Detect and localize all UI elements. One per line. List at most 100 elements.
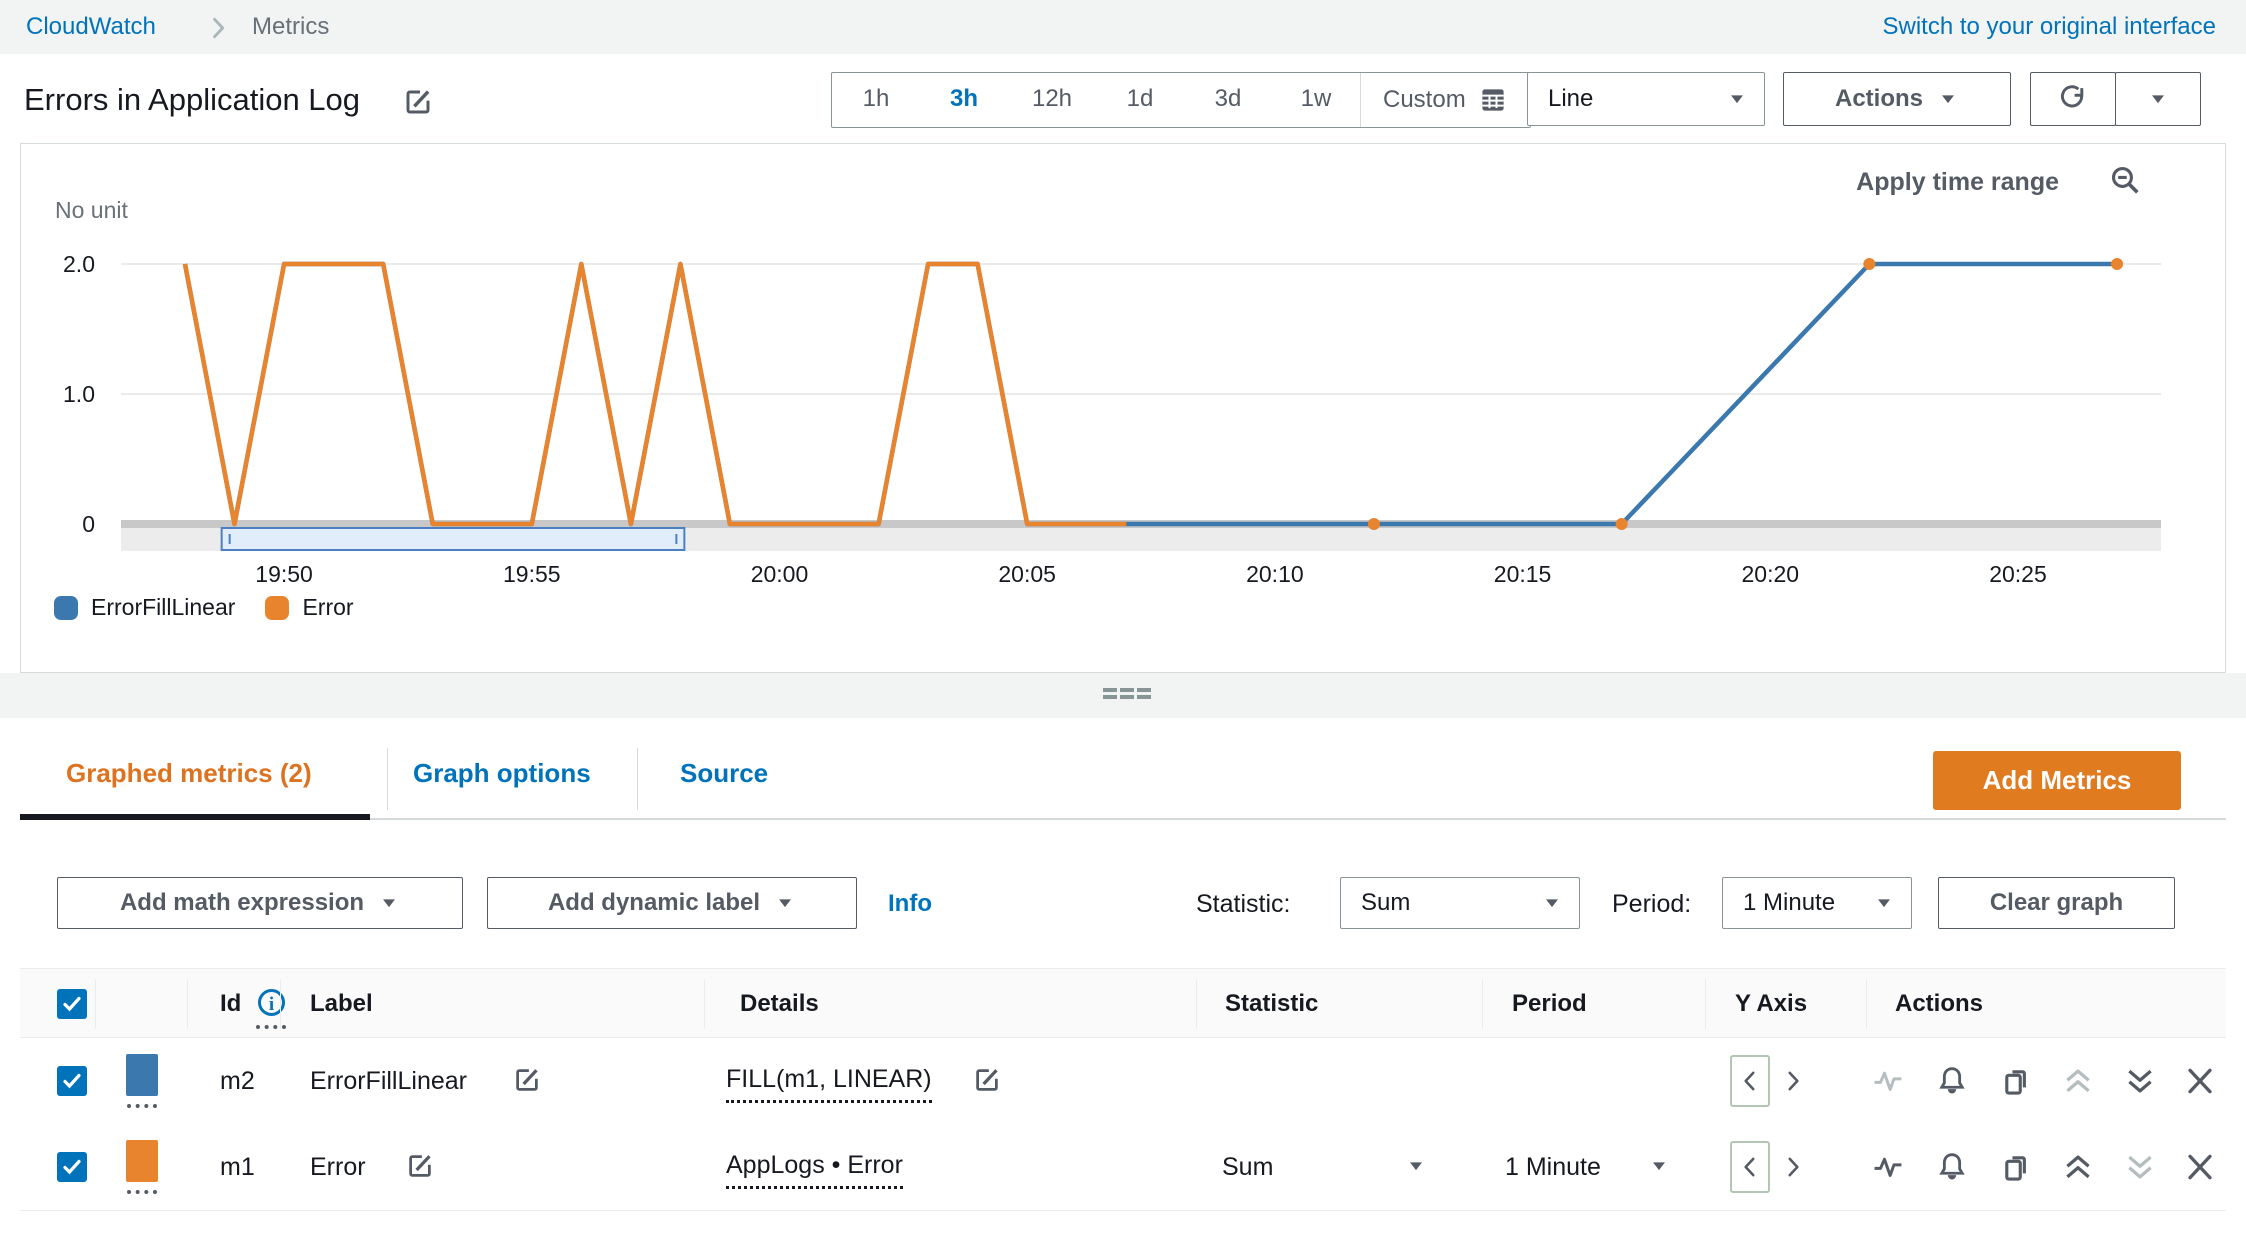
caret-down-icon <box>1873 892 1895 914</box>
metric-id: m1 <box>220 1153 255 1181</box>
refresh-icon <box>2057 83 2089 115</box>
caret-down-icon <box>2147 88 2169 110</box>
custom-label: Custom <box>1383 86 1466 113</box>
yaxis-left-button[interactable] <box>1730 1141 1770 1193</box>
statistic-select[interactable]: Sum <box>1340 877 1580 929</box>
graph-type-value: Line <box>1548 85 1594 112</box>
breadcrumb-metrics: Metrics <box>252 13 330 40</box>
y-axis-unit-label: No unit <box>55 197 128 223</box>
svg-text:19:55: 19:55 <box>503 561 561 587</box>
chart-legend: ErrorFillLinear Error <box>54 594 354 621</box>
panel-divider <box>0 673 2246 718</box>
yaxis-right-button[interactable] <box>1776 1141 1810 1193</box>
time-range-group: 1h 3h 12h 1d 3d 1w Custom <box>831 72 1531 128</box>
range-1d[interactable]: 1d <box>1126 85 1154 112</box>
col-header-details: Details <box>740 990 819 1017</box>
swatch-dotted-underline <box>127 1190 157 1194</box>
range-12h[interactable]: 12h <box>1031 85 1073 112</box>
edit-title-icon[interactable] <box>402 86 434 118</box>
legend-label: ErrorFillLinear <box>91 594 236 620</box>
svg-text:20:20: 20:20 <box>1741 561 1799 587</box>
metric-details[interactable]: FILL(m1, LINEAR) <box>726 1064 932 1103</box>
edit-label-icon[interactable] <box>512 1065 542 1095</box>
period-value: 1 Minute <box>1743 889 1836 916</box>
swatch-dotted-underline <box>127 1104 157 1108</box>
yaxis-left-button[interactable] <box>1730 1055 1770 1107</box>
refresh-button[interactable] <box>2030 72 2116 126</box>
range-3d[interactable]: 3d <box>1214 85 1242 112</box>
color-swatch[interactable] <box>126 1054 158 1096</box>
caret-down-icon[interactable] <box>1648 1155 1670 1177</box>
row-period-value[interactable]: 1 Minute <box>1505 1153 1601 1181</box>
caret-down-icon <box>1726 88 1748 110</box>
move-down-icon[interactable] <box>2123 1064 2157 1098</box>
caret-down-icon <box>378 892 400 914</box>
legend-label: Error <box>302 594 354 620</box>
row-checkbox[interactable] <box>57 1152 87 1182</box>
col-header-id: Id <box>220 990 242 1017</box>
range-1h[interactable]: 1h <box>862 85 890 112</box>
switch-interface-link[interactable]: Switch to your original interface <box>1882 13 2217 40</box>
check-icon <box>60 1069 84 1093</box>
breadcrumb-cloudwatch[interactable]: CloudWatch <box>26 13 156 40</box>
svg-text:20:10: 20:10 <box>1246 561 1304 587</box>
col-header-actions: Actions <box>1895 990 1984 1017</box>
metric-id: m2 <box>220 1067 255 1095</box>
view-number-icon[interactable] <box>1871 1150 1905 1184</box>
breadcrumb-chevron-icon <box>204 14 232 42</box>
page-title: Errors in Application Log <box>24 82 361 117</box>
range-custom[interactable]: Custom <box>1360 73 1530 127</box>
statistic-label: Statistic: <box>1196 890 1291 918</box>
metrics-chart[interactable]: 2.0 1.0 0 19:50 19:55 20:00 20:05 20:10 20:15 20:… <box>21 144 2225 672</box>
period-label: Period: <box>1612 890 1692 918</box>
range-1w[interactable]: 1w <box>1300 85 1332 112</box>
tab-separator <box>387 748 388 810</box>
create-alarm-icon[interactable] <box>1935 1150 1969 1184</box>
create-alarm-icon[interactable] <box>1935 1064 1969 1098</box>
color-swatch[interactable] <box>126 1140 158 1182</box>
range-3h[interactable]: 3h <box>949 85 978 112</box>
clear-graph-button[interactable]: Clear graph <box>1938 877 2175 929</box>
tab-graphed-metrics[interactable]: Graphed metrics (2) <box>66 758 312 788</box>
remove-icon[interactable] <box>2183 1150 2217 1184</box>
breadcrumb-bar: CloudWatch Metrics Switch to your origin… <box>0 0 2246 54</box>
id-info-icon[interactable]: i <box>258 989 285 1016</box>
edit-label-icon[interactable] <box>405 1151 435 1181</box>
svg-text:0: 0 <box>82 511 95 537</box>
resize-grip[interactable] <box>1103 688 1151 699</box>
add-metrics-button[interactable]: Add Metrics <box>1933 751 2181 810</box>
caret-down-icon <box>774 892 796 914</box>
edit-details-icon[interactable] <box>972 1065 1002 1095</box>
duplicate-icon[interactable] <box>1999 1150 2033 1184</box>
graph-type-select[interactable]: Line <box>1527 72 1765 126</box>
caret-down-icon[interactable] <box>1405 1155 1427 1177</box>
metrics-table-header: Id i Label Details Statistic Period Y Ax… <box>20 968 2226 1038</box>
statistic-value: Sum <box>1361 889 1411 916</box>
tab-source[interactable]: Source <box>680 758 769 788</box>
info-link[interactable]: Info <box>888 890 932 917</box>
add-math-label: Add math expression <box>119 889 365 916</box>
period-select[interactable]: 1 Minute <box>1722 877 1912 929</box>
legend-item-error[interactable]: Error <box>265 594 354 621</box>
actions-button[interactable]: Actions <box>1783 72 2011 126</box>
move-up-icon[interactable] <box>2061 1150 2095 1184</box>
yaxis-right-button[interactable] <box>1776 1055 1810 1107</box>
refresh-options-button[interactable] <box>2115 72 2201 126</box>
add-math-expression-button[interactable]: Add math expression <box>57 877 463 929</box>
legend-item-errorfilllinear[interactable]: ErrorFillLinear <box>54 594 235 621</box>
row-statistic-value[interactable]: Sum <box>1222 1153 1274 1181</box>
select-all-checkbox[interactable] <box>57 989 87 1019</box>
metric-details[interactable]: AppLogs • Error <box>726 1150 903 1189</box>
tab-graph-options[interactable]: Graph options <box>413 758 591 788</box>
add-dynamic-label-label: Add dynamic label <box>547 889 761 916</box>
chevron-right-icon <box>1780 1154 1806 1180</box>
col-header-statistic: Statistic <box>1225 990 1319 1017</box>
table-row-m1: m1 Error AppLogs • Error Sum 1 Minute <box>20 1124 2226 1211</box>
duplicate-icon[interactable] <box>1999 1064 2033 1098</box>
add-dynamic-label-button[interactable]: Add dynamic label <box>487 877 857 929</box>
row-checkbox[interactable] <box>57 1066 87 1096</box>
svg-text:2.0: 2.0 <box>63 251 95 277</box>
view-number-icon <box>1871 1064 1905 1098</box>
remove-icon[interactable] <box>2183 1064 2217 1098</box>
